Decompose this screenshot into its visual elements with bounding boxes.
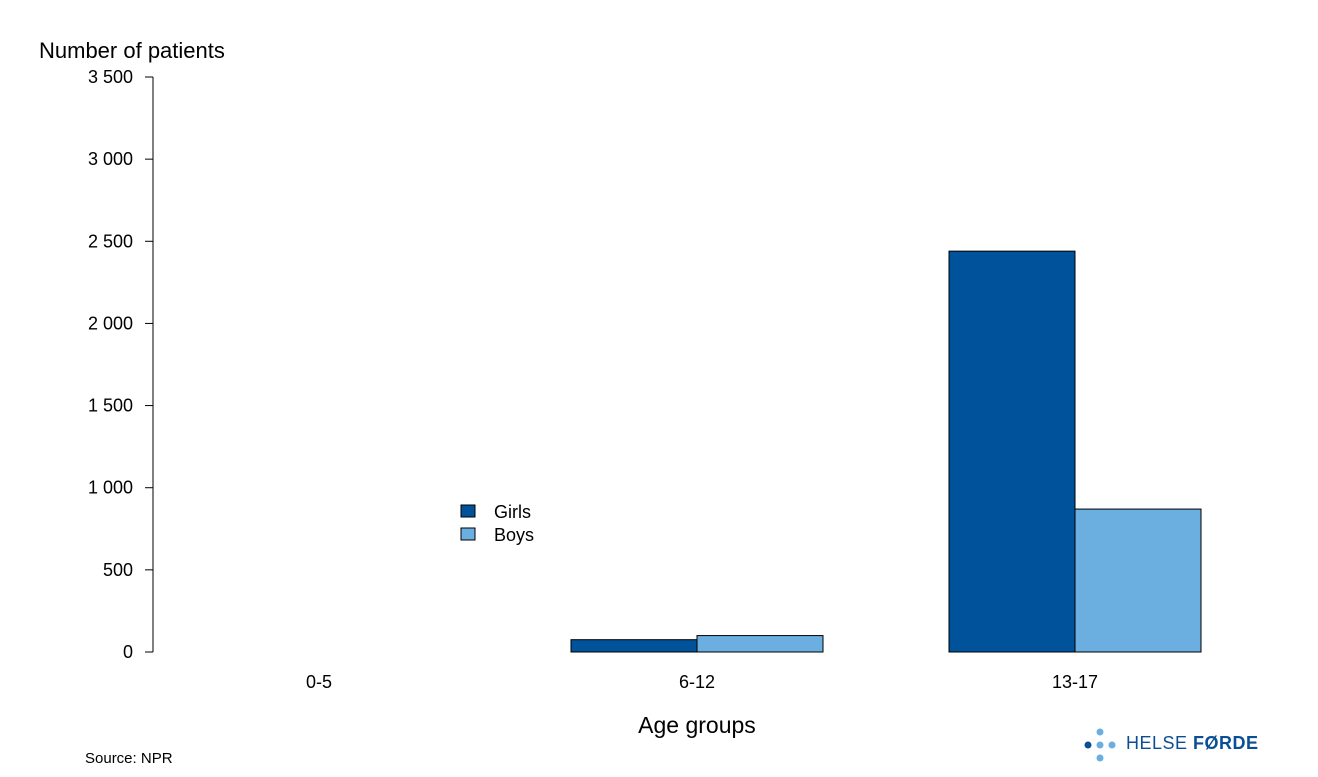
y-tick-label: 1 500 — [88, 396, 133, 416]
logo-text-bold: FØRDE — [1193, 733, 1259, 753]
y-tick-label: 2 000 — [88, 313, 133, 333]
bar-girls-6-12 — [570, 639, 698, 653]
logo-text-light: HELSE — [1126, 733, 1188, 753]
x-tick-label: 0-5 — [306, 672, 332, 692]
bar-girls-13-17 — [948, 250, 1076, 653]
y-tick-label: 500 — [103, 560, 133, 580]
y-tick-label: 3 500 — [88, 67, 133, 87]
legend-label-girls: Girls — [494, 502, 531, 522]
logo-wordmark: HELSE FØRDE — [1126, 733, 1259, 754]
legend-label-boys: Boys — [494, 525, 534, 545]
y-tick-label: 3 000 — [88, 149, 133, 169]
source-note: Source: NPR — [85, 750, 173, 767]
legend-swatch-boys — [460, 527, 476, 541]
x-axis-label: Age groups — [638, 712, 756, 738]
legend-swatch-girls — [460, 504, 476, 518]
x-tick-label: 6-12 — [679, 672, 715, 692]
y-tick-label: 1 000 — [88, 478, 133, 498]
helse-forde-logo: HELSE FØRDE — [1082, 728, 1272, 768]
y-tick-label: 2 500 — [88, 231, 133, 251]
y-axis-label: Number of patients — [39, 38, 225, 63]
bar-boys-6-12 — [696, 635, 824, 653]
x-tick-label: 13-17 — [1052, 672, 1098, 692]
logo-dots-icon — [1084, 728, 1116, 762]
bar-boys-13-17 — [1074, 508, 1202, 653]
y-tick-label: 0 — [123, 642, 133, 662]
